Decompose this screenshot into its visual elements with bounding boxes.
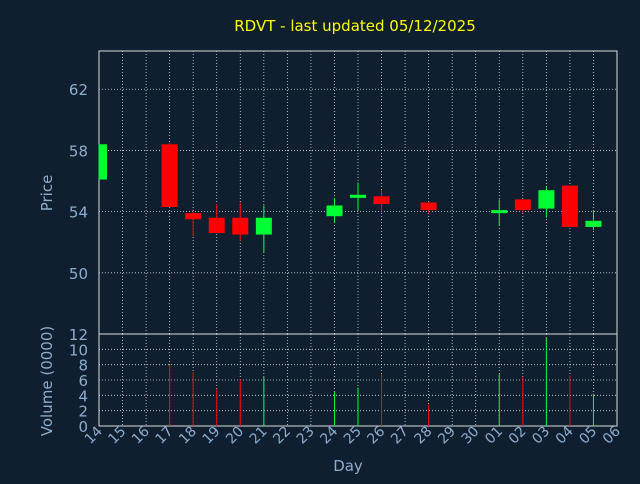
price-tick-label: 54	[69, 204, 88, 222]
candle-body	[491, 210, 508, 214]
candle-body	[514, 199, 531, 211]
x-tick-label: 28	[412, 424, 436, 448]
x-tick-label: 24	[317, 423, 341, 447]
x-tick-label: 20	[223, 424, 247, 448]
price-axis-label: Price	[38, 175, 56, 212]
x-tick-label: 05	[576, 424, 600, 448]
volume-tick-label: 0	[78, 418, 88, 436]
candle-body	[99, 144, 107, 180]
chart-title: RDVT - last updated 05/12/2025	[234, 17, 476, 35]
price-axis-ticks: 50 54 58 62	[69, 81, 88, 283]
x-tick-label: 19	[200, 424, 224, 448]
candlestick-series	[98, 142, 602, 253]
candle-body	[538, 190, 555, 209]
x-tick-label: 01	[482, 424, 506, 448]
volume-series	[169, 337, 594, 426]
x-tick-label: 06	[600, 423, 624, 447]
candle-body	[420, 202, 437, 211]
x-axis-label: Day	[333, 457, 363, 475]
x-tick-label: 26	[364, 423, 388, 447]
candle-body	[232, 217, 249, 235]
candle-body	[585, 220, 602, 227]
candle-body	[561, 185, 578, 227]
volume-axis-label: Volume (0000)	[38, 326, 56, 436]
x-tick-label: 17	[153, 424, 177, 448]
x-tick-label: 21	[247, 424, 271, 448]
candle-body	[350, 194, 366, 198]
candle-body	[326, 205, 343, 217]
x-tick-label: 18	[176, 424, 200, 448]
candle-body	[373, 196, 390, 204]
candle-body	[255, 217, 272, 235]
x-tick-label: 29	[435, 424, 459, 448]
x-axis-ticks: 14 15 16 17 18 19 20 21 22 23 24 25 26 27 28 29 30 01 02 03…	[82, 423, 624, 447]
x-tick-label: 23	[294, 424, 318, 448]
x-tick-label: 04	[553, 423, 577, 447]
candle-body	[161, 144, 178, 208]
x-tick-label: 30	[459, 424, 483, 448]
candle-body	[185, 213, 202, 220]
volume-tick-label: 12	[69, 326, 88, 344]
volume-tick-label: 4	[78, 387, 88, 405]
x-tick-label: 02	[506, 424, 530, 448]
price-tick-label: 50	[69, 265, 88, 283]
x-tick-label: 22	[270, 424, 294, 448]
volume-tick-label: 8	[78, 357, 88, 375]
volume-tick-label: 10	[69, 341, 88, 359]
x-tick-label: 27	[388, 424, 412, 448]
candle-body	[208, 217, 225, 234]
price-tick-label: 58	[69, 142, 88, 160]
x-tick-label: 03	[529, 424, 553, 448]
price-tick-label: 62	[69, 81, 88, 99]
x-tick-label: 15	[105, 424, 129, 448]
volume-tick-label: 2	[78, 403, 88, 421]
x-tick-label: 16	[129, 423, 153, 447]
x-tick-label: 25	[341, 424, 365, 448]
volume-tick-label: 6	[78, 372, 88, 390]
